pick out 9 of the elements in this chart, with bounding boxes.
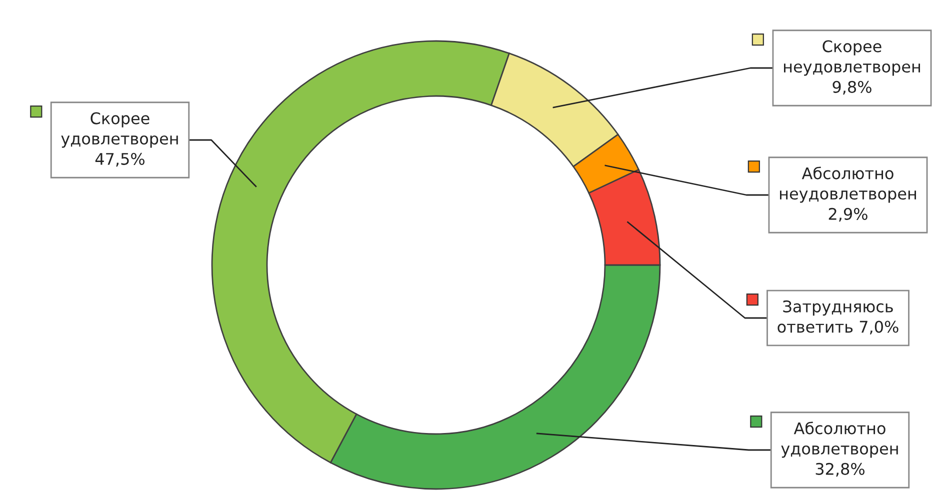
slice-label: Скорее неудовлетворен bbox=[784, 40, 920, 76]
slice-label: Скорее удовлетворен bbox=[61, 112, 178, 148]
data-label: 2,9% bbox=[828, 208, 868, 222]
slice-label: Затрудняюсь ответить 7,0% bbox=[778, 300, 898, 334]
legend-label: Абсолютно удовлетворен bbox=[781, 422, 898, 458]
data-label: 47,5% bbox=[95, 152, 144, 167]
slice-label: Абсолютно неудовлетворен bbox=[780, 166, 916, 203]
data-label: 9,8% bbox=[832, 80, 872, 95]
data-label: 32,8% bbox=[816, 462, 864, 477]
